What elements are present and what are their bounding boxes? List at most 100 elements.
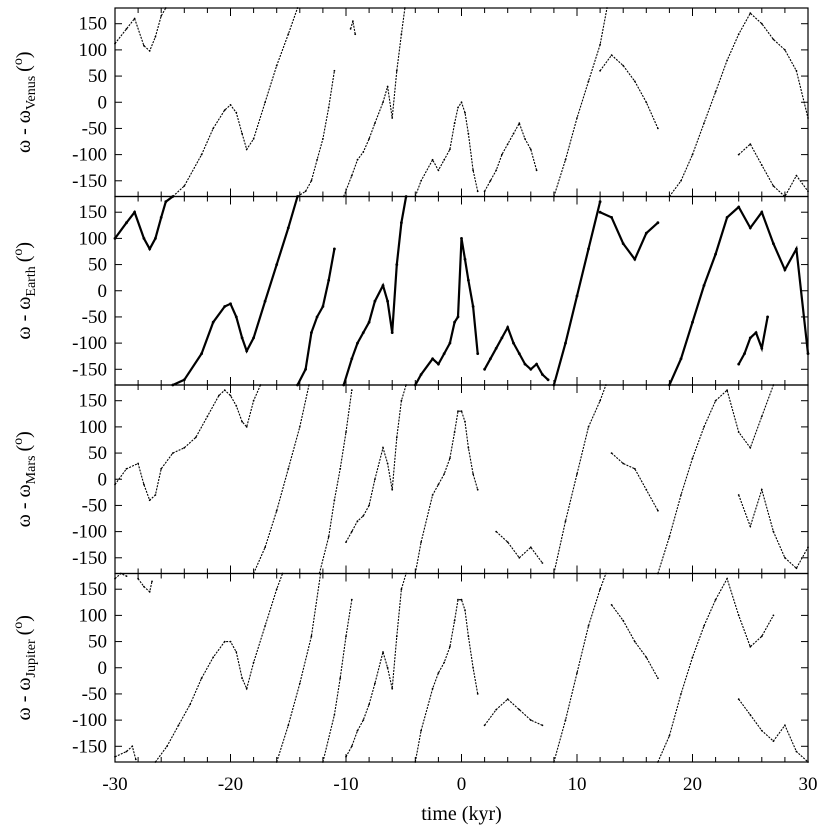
earth-point-8-2: [691, 320, 694, 324]
earth-series-4: [414, 238, 479, 386]
jupiter-point-9-2: [576, 672, 578, 674]
earth-point-2-6: [333, 247, 336, 251]
jupiter-ylabel: ω - ωJupiter (o): [11, 615, 39, 720]
mars-point-9-0: [737, 494, 740, 496]
jupiter-point-8-2: [506, 698, 509, 701]
earth-series-6: [552, 201, 602, 386]
venus-point-10-1: [749, 143, 752, 146]
x-axis-title: time (kyr): [421, 803, 502, 825]
earth-point-1-2: [200, 352, 204, 355]
venus-point-1-9: [252, 138, 255, 140]
mars-point-9-2: [760, 488, 763, 491]
jupiter-point-5-3: [345, 635, 347, 638]
mars-point-4-4: [443, 473, 446, 475]
earth-point-9-1: [743, 352, 746, 355]
jupiter-point-6-8: [391, 687, 394, 690]
jupiter-point-3-11: [252, 661, 255, 664]
mars-point-6-2: [576, 473, 578, 475]
jupiter-point-11-8: [749, 645, 752, 648]
jupiter-ylabel-unit-close: ): [13, 615, 35, 622]
jupiter-point-6-1: [350, 745, 353, 748]
venus-point-0-1: [125, 28, 128, 30]
earth-point-3-5: [373, 299, 377, 303]
venus-point-6-9: [535, 169, 538, 172]
jupiter-point-6-9: [395, 635, 398, 638]
jupiter-point-3-4: [200, 677, 203, 680]
earth-point-1-9: [252, 336, 256, 340]
earth-point-0-7: [164, 200, 168, 204]
venus-ytick-label-4: -50: [82, 118, 107, 139]
earth-ylabel-sub: Earth: [24, 266, 39, 296]
jupiter-point-9-4: [599, 588, 601, 591]
jupiter-point-2-3: [134, 758, 137, 761]
venus-point-0-2: [133, 17, 136, 20]
earth-point-0-1: [125, 221, 128, 225]
mars-ylabel-unit: (: [13, 445, 35, 452]
jupiter-point-9-3: [587, 625, 590, 627]
jupiter-point-11-5: [714, 598, 717, 601]
venus-point-1-7: [241, 132, 244, 135]
mars-point-8-2: [680, 494, 682, 496]
jupiter-series-1: [137, 578, 153, 593]
jupiter-point-10-1: [622, 619, 625, 622]
jupiter-point-7-12: [476, 693, 479, 695]
jupiter-series-7: [414, 599, 479, 763]
mars-ytick-label-2: 50: [88, 443, 107, 464]
venus-point-1-4: [223, 109, 226, 111]
earth-point-5-10: [541, 373, 544, 376]
venus-ytick-label-3: 0: [98, 92, 108, 113]
mars-point-8-9: [760, 415, 763, 418]
venus-series-1: [172, 7, 299, 197]
jupiter-point-4-1: [287, 724, 290, 727]
jupiter-point-11-9: [760, 635, 763, 638]
jupiter-point-6-10: [400, 588, 403, 591]
jupiter-point-12-1: [749, 714, 752, 716]
venus-point-4-11: [472, 169, 474, 172]
venus-point-9-2: [691, 153, 694, 156]
mars-point-3-6: [382, 446, 384, 449]
venus-point-1-6: [235, 111, 238, 114]
earth-ytick-label-6: -150: [72, 359, 107, 380]
earth-point-1-6: [234, 315, 238, 319]
jupiter-point-3-7: [229, 640, 232, 643]
venus-point-6-8: [529, 148, 532, 151]
venus-point-8-0: [599, 69, 601, 72]
earth-point-4-8: [460, 237, 463, 240]
jupiter-point-10-0: [610, 604, 613, 606]
earth-series-1: [172, 196, 299, 387]
mars-point-0-13: [229, 394, 232, 397]
mars-point-0-12: [223, 389, 226, 392]
mars-point-4-6: [453, 431, 456, 433]
jupiter-series-6: [345, 573, 407, 758]
venus-point-1-3: [212, 127, 215, 130]
jupiter-point-1-2: [148, 590, 151, 593]
mars-ylabel: ω - ωMars (o): [11, 431, 39, 527]
mars-series-1: [253, 384, 310, 574]
earth-point-2-2: [310, 331, 313, 334]
mars-point-0-4: [148, 499, 151, 502]
xtick-label-2: -10: [333, 774, 358, 795]
earth-point-4-5: [448, 341, 452, 345]
earth-point-3-4: [367, 320, 371, 324]
venus-ylabel-unit-close: ): [13, 51, 35, 58]
mars-series-7: [611, 452, 659, 511]
mars-point-6-1: [564, 520, 567, 522]
venus-point-1-12: [287, 33, 290, 36]
jupiter-series-9: [553, 573, 607, 763]
earth-point-7-1: [610, 216, 613, 219]
mars-point-2-4: [345, 431, 347, 433]
earth-point-4-11: [471, 305, 475, 308]
mars-point-6-3: [587, 426, 590, 428]
earth-point-3-8: [390, 331, 394, 334]
mars-series-5: [495, 531, 543, 564]
venus-point-4-2: [431, 158, 434, 161]
earth-point-7-2: [621, 242, 625, 246]
venus-point-2-3: [316, 158, 318, 161]
earth-point-9-4: [760, 346, 764, 350]
jupiter-point-0-2: [125, 575, 128, 577]
jupiter-point-6-4: [368, 703, 370, 706]
venus-point-4-6: [453, 122, 456, 125]
panel-mars: 150 100 50 0 -50 -100 -150 ω - ωMars (o): [11, 384, 809, 575]
venus-point-6-6: [518, 122, 521, 125]
